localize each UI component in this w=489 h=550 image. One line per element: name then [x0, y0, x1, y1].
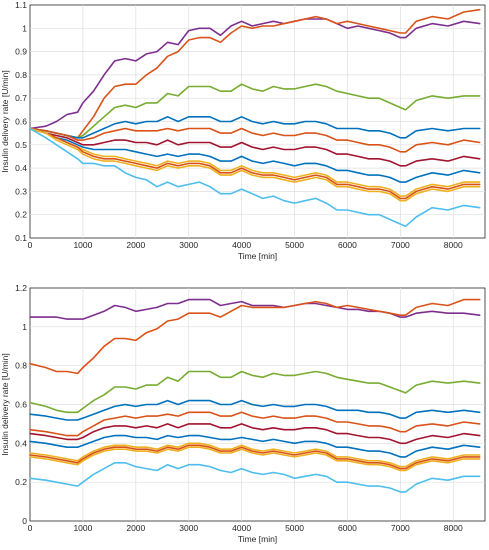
y-tick-label: 0.6 [15, 117, 27, 127]
series-line-2 [29, 298, 481, 375]
y-tick-label: 0.2 [15, 210, 27, 220]
y-tick-label: 0.8 [15, 361, 27, 371]
series-line-5 [29, 411, 481, 437]
series-line-8 [29, 127, 481, 197]
x-tick-label: 3000 [179, 523, 198, 533]
y-tick-label: 0.4 [15, 438, 27, 448]
y-tick-label: 0.9 [15, 47, 27, 57]
y-axis-label-bottom: Insulin delivery rate [U/min] [0, 353, 10, 456]
series-line-1 [29, 18, 481, 130]
series-line-10 [29, 127, 481, 202]
x-tick-label: 5000 [285, 240, 304, 250]
y-ticks-top: 0.1 0.2 0.3 0.4 0.5 0.6 0.7 0.8 0.9 1 1.1 [15, 0, 27, 243]
x-tick-label: 0 [28, 240, 33, 250]
x-ticks-bottom: 0 1000 2000 3000 4000 5000 6000 7000 8000 [28, 523, 463, 533]
y-tick-label: 0.6 [15, 400, 27, 410]
y-tick-label: 1.2 [15, 283, 27, 293]
y-tick-label: 0.4 [15, 163, 27, 173]
series-line-2 [29, 8, 481, 139]
y-tick-label: 1 [22, 322, 27, 332]
series-line-10 [29, 446, 481, 472]
x-tick-label: 4000 [232, 523, 251, 533]
chart-top: 0 1000 2000 3000 4000 5000 6000 7000 8000 0.1 0.2… [0, 0, 486, 261]
y-tick-label: 0.8 [15, 70, 27, 80]
x-tick-label: 0 [28, 523, 33, 533]
x-tick-label: 7000 [391, 240, 410, 250]
series-top [29, 8, 481, 228]
chart-bottom: 0 1000 2000 3000 4000 5000 6000 7000 8000 0 0.2 0.… [0, 283, 486, 544]
series-line-7 [29, 127, 481, 183]
series-line-3 [29, 83, 481, 139]
y-axis-label-top: Insulin delivery rate [U/min] [0, 70, 10, 173]
series-line-4 [29, 399, 481, 421]
series-line-6 [29, 423, 481, 445]
x-tick-label: 8000 [444, 523, 463, 533]
x-tick-label: 1000 [73, 523, 92, 533]
series-line-11 [29, 461, 481, 493]
y-tick-label: 0 [22, 516, 27, 526]
y-tick-label: 0.1 [15, 233, 27, 243]
x-tick-label: 6000 [338, 240, 357, 250]
y-tick-label: 0.7 [15, 93, 27, 103]
y-ticks-bottom: 0 0.2 0.4 0.6 0.8 1 1.2 [15, 283, 27, 526]
x-tick-label: 2000 [126, 523, 145, 533]
series-line-9 [29, 127, 481, 200]
series-line-5 [29, 127, 481, 153]
y-tick-label: 0.2 [15, 477, 27, 487]
y-tick-label: 1 [22, 23, 27, 33]
series-line-6 [29, 127, 481, 167]
x-tick-label: 5000 [285, 523, 304, 533]
series-line-4 [29, 116, 481, 139]
x-tick-label: 4000 [232, 240, 251, 250]
y-tick-label: 0.3 [15, 186, 27, 196]
x-tick-label: 2000 [126, 240, 145, 250]
y-tick-label: 0.5 [15, 140, 27, 150]
x-tick-label: 1000 [73, 240, 92, 250]
series-bottom [29, 298, 481, 493]
series-line-9 [29, 444, 481, 470]
x-tick-label: 7000 [391, 523, 410, 533]
x-axis-label-top: Time [min] [238, 251, 277, 261]
series-line-7 [29, 434, 481, 458]
y-tick-label: 1.1 [15, 0, 27, 10]
series-line-11 [29, 127, 481, 228]
x-axis-label-bottom: Time [min] [238, 534, 277, 544]
series-line-3 [29, 370, 481, 414]
series-line-8 [29, 442, 481, 468]
grid-bottom [30, 288, 485, 521]
x-tick-label: 3000 [179, 240, 198, 250]
x-ticks-top: 0 1000 2000 3000 4000 5000 6000 7000 8000 [28, 240, 463, 250]
x-tick-label: 6000 [338, 523, 357, 533]
x-tick-label: 8000 [444, 240, 463, 250]
